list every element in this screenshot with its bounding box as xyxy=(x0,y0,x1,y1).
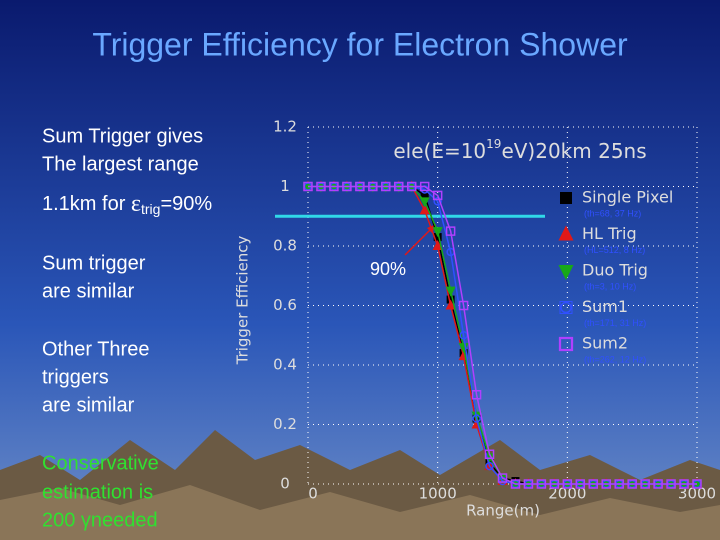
x-axis-label: Range(m) xyxy=(466,502,540,520)
x-tick-label: 2000 xyxy=(548,485,586,503)
legend-marker xyxy=(558,225,574,241)
text: ele(E=10 xyxy=(393,139,486,163)
text: =90% xyxy=(160,193,212,215)
legend-note: (th=262, 12 Hz) xyxy=(584,354,646,364)
legend-marker xyxy=(560,192,572,204)
marker xyxy=(420,191,429,200)
marker xyxy=(640,479,650,489)
x-tick-label: 0 xyxy=(308,485,318,503)
marker xyxy=(497,473,508,483)
marker xyxy=(368,181,378,192)
legend-note: (th=68, 37 Hz) xyxy=(584,208,641,218)
text: 19 xyxy=(486,137,501,151)
marker xyxy=(459,331,468,340)
text-line: Sum Trigger gives xyxy=(42,125,203,147)
legend-note: (th=3, 10 Hz) xyxy=(584,281,636,291)
text-line: estimation is xyxy=(42,481,153,503)
y-tick-label: 1 xyxy=(280,177,290,195)
marker xyxy=(329,181,339,192)
series-line xyxy=(308,185,697,485)
marker xyxy=(627,479,637,489)
text-line: are similar xyxy=(42,280,135,302)
annotation: 90% xyxy=(370,259,406,279)
marker xyxy=(445,286,456,297)
x-tick-label: 3000 xyxy=(678,485,716,503)
y-tick-label: 0.4 xyxy=(273,356,297,374)
marker xyxy=(510,479,521,489)
y-tick-label: 0.6 xyxy=(273,296,297,314)
marker xyxy=(432,240,443,250)
marker xyxy=(523,479,534,489)
text: eV)20km 25ns xyxy=(501,139,646,163)
marker xyxy=(692,479,702,489)
text-line: 200 γneeded xyxy=(42,509,158,531)
marker xyxy=(666,479,676,489)
marker xyxy=(303,181,313,192)
marker xyxy=(497,474,508,485)
text-line: triggers xyxy=(42,366,109,388)
y-tick-label: 0.2 xyxy=(273,415,297,433)
marker xyxy=(653,479,663,489)
marker xyxy=(445,226,456,236)
text-line: Sum trigger xyxy=(42,252,146,274)
legend-label: Duo Trig xyxy=(582,261,648,280)
marker xyxy=(394,181,404,192)
x-tick-label: 1000 xyxy=(419,485,457,503)
chart-title: ele(E=1019eV)20km 25ns xyxy=(393,137,646,163)
text-line: are similar xyxy=(42,394,135,416)
legend-marker xyxy=(559,301,573,314)
marker xyxy=(485,461,494,471)
marker xyxy=(458,343,469,354)
marker xyxy=(575,479,586,489)
annotation-arrow xyxy=(404,227,433,256)
y-axis-label: Trigger Efficiency xyxy=(234,236,252,366)
legend-marker xyxy=(558,265,574,280)
marker xyxy=(549,479,560,489)
marker xyxy=(562,479,573,489)
marker xyxy=(601,479,611,489)
legend-label: Single Pixel xyxy=(582,188,673,207)
text-line: The largest range xyxy=(42,153,199,175)
marker xyxy=(588,479,599,489)
text: trig xyxy=(141,201,160,217)
marker xyxy=(472,414,481,423)
marker xyxy=(445,299,456,310)
mountains-front xyxy=(0,485,720,540)
legend-marker xyxy=(558,336,574,352)
legend-label: Sum1 xyxy=(582,297,628,316)
marker xyxy=(355,181,365,192)
text: ε xyxy=(131,191,141,217)
marker xyxy=(536,479,547,489)
y-tick-label: 0.8 xyxy=(273,237,297,255)
text-line: 1.1km for εtrig=90% xyxy=(42,191,212,217)
y-tick-label: 0 xyxy=(280,475,290,493)
marker xyxy=(433,197,442,206)
marker xyxy=(342,181,352,192)
legend-note: (th=171, 31 Hz) xyxy=(584,318,646,328)
marker xyxy=(406,181,417,192)
marker xyxy=(432,227,443,238)
marker xyxy=(316,181,326,192)
marker xyxy=(432,190,443,201)
marker xyxy=(679,479,689,489)
marker xyxy=(419,204,430,215)
marker xyxy=(419,181,430,192)
text: 1.1km for xyxy=(42,193,131,215)
marker xyxy=(419,197,430,208)
legend-note: (HL=512, 8 Hz) xyxy=(584,245,645,255)
marker xyxy=(614,479,624,489)
marker xyxy=(484,449,495,459)
legend-label: Sum2 xyxy=(582,334,628,353)
text-line: Conservative xyxy=(42,452,159,474)
marker xyxy=(381,181,391,192)
marker xyxy=(471,390,482,400)
slide-title: Trigger Efficiency for Electron Shower xyxy=(92,26,628,62)
text-line: Other Three xyxy=(42,338,149,360)
legend-marker xyxy=(560,301,572,314)
marker xyxy=(458,300,469,311)
legend-label: HL Trig xyxy=(582,224,637,243)
y-tick-label: 1.2 xyxy=(273,118,297,136)
